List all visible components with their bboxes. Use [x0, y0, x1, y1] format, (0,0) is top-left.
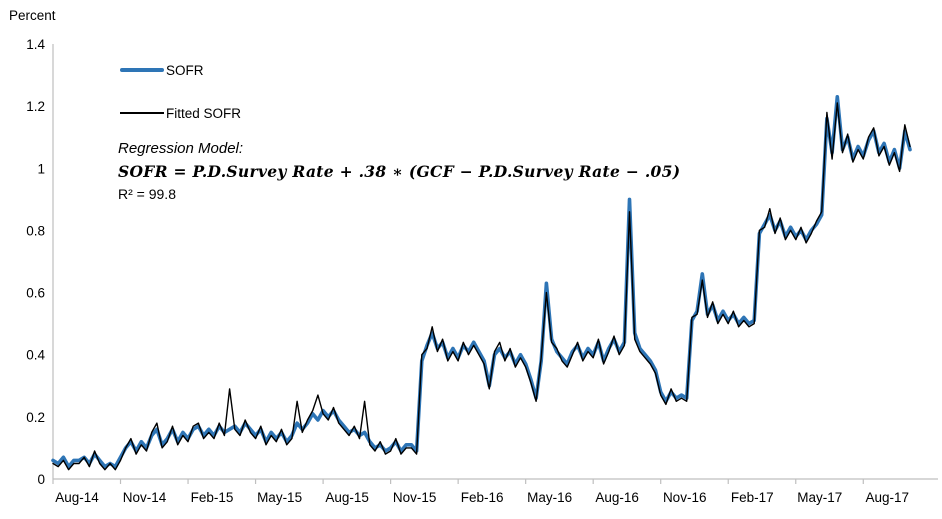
x-tick-label: Feb-15	[191, 490, 234, 505]
y-axis-title: Percent	[9, 8, 56, 23]
y-tick-label: 0	[37, 472, 45, 487]
regression-annotation: Regression Model: SOFR = P.D.Survey Rate…	[118, 138, 680, 205]
legend-label-fitted-sofr: Fitted SOFR	[166, 105, 242, 121]
x-tick-label: Aug-14	[55, 490, 99, 505]
sofr-line-swatch-icon	[120, 68, 164, 72]
x-tick-label: Aug-17	[866, 490, 910, 505]
regression-model-title: Regression Model:	[118, 140, 244, 157]
regression-formula: SOFR = P.D.Survey Rate + .38 ∗ (GCF − P.…	[118, 162, 681, 181]
x-tick-label: May-17	[797, 490, 842, 505]
y-tick-label: 0.2	[26, 410, 45, 425]
y-tick-label: 1.4	[26, 37, 45, 52]
x-tick-label: Nov-15	[393, 490, 437, 505]
y-tick-label: 0.4	[26, 348, 45, 363]
y-tick-label: 1	[37, 161, 45, 176]
y-tick-label: 0.6	[26, 286, 45, 301]
chart-legend: SOFR Fitted SOFR	[120, 60, 241, 146]
x-tick-label: May-15	[257, 490, 302, 505]
x-tick-label: Feb-17	[731, 490, 774, 505]
x-tick-label: Aug-15	[325, 490, 369, 505]
legend-label-sofr: SOFR	[166, 62, 204, 78]
legend-item-sofr: SOFR	[120, 60, 241, 80]
y-tick-label: 1.2	[26, 99, 45, 114]
x-tick-label: Aug-16	[595, 490, 639, 505]
series-line-fitted-sofr	[52, 102, 911, 471]
r-squared-value: R² = 99.8	[118, 186, 176, 202]
legend-item-fitted-sofr: Fitted SOFR	[120, 103, 241, 123]
x-tick-label: Nov-14	[123, 490, 167, 505]
x-tick-label: Nov-16	[663, 490, 707, 505]
y-tick-label: 0.8	[26, 223, 45, 238]
x-tick-label: May-16	[527, 490, 572, 505]
fitted-sofr-line-swatch-icon	[120, 112, 164, 114]
x-tick-label: Feb-16	[461, 490, 504, 505]
